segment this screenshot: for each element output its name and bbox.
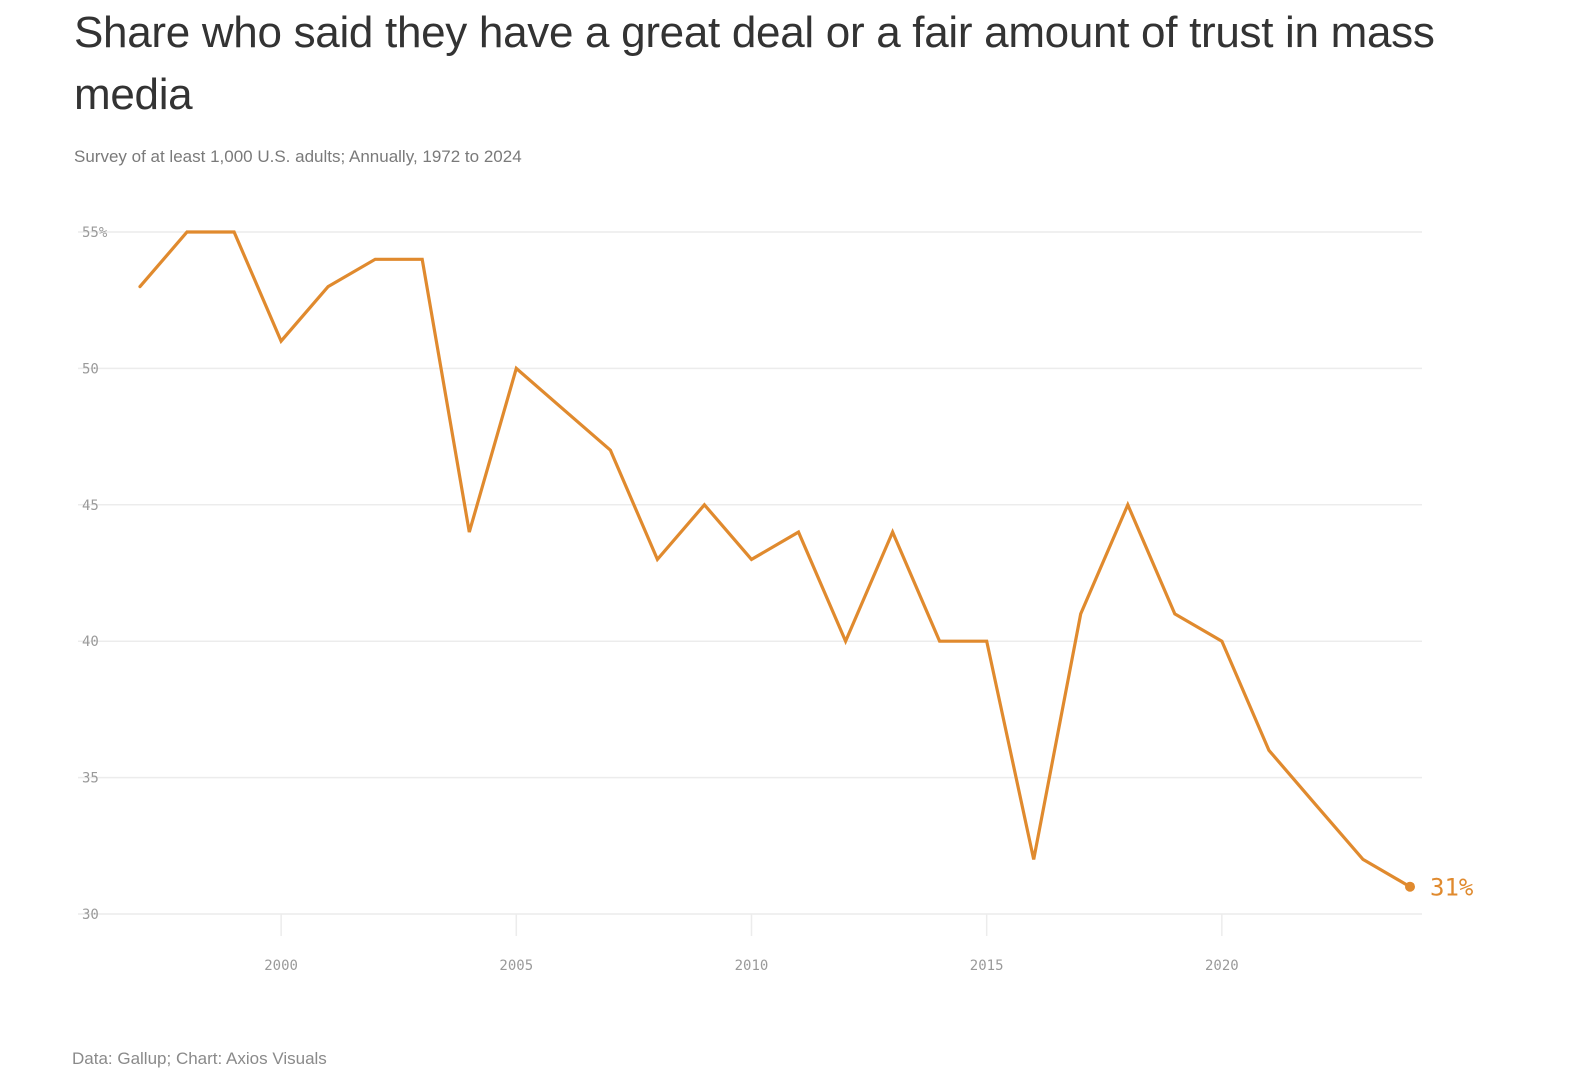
data-point (1173, 612, 1177, 616)
chart-source: Data: Gallup; Chart: Axios Visuals (72, 1049, 327, 1068)
chart-title: Share who said they have a great deal or… (74, 8, 1435, 119)
x-tick-label: 2015 (970, 958, 1004, 974)
data-point (373, 257, 377, 261)
x-tick-label: 2020 (1205, 958, 1239, 974)
data-point (185, 230, 189, 234)
y-axis: 30 35 40 45 50 55% (82, 225, 108, 923)
x-tick-label: 2005 (499, 958, 533, 974)
y-tick-label: 55% (82, 225, 108, 241)
data-point (467, 530, 471, 534)
data-point (1220, 639, 1224, 643)
end-point (1405, 881, 1415, 892)
data-point (749, 557, 753, 561)
series-line (138, 230, 1412, 889)
data-point (420, 257, 424, 261)
series: 31% (138, 230, 1474, 902)
data-point (608, 448, 612, 452)
data-point (232, 230, 236, 234)
x-axis: 2000 2005 2010 2015 2020 (264, 914, 1239, 974)
data-point (138, 285, 142, 289)
y-tick-label: 45 (82, 498, 99, 514)
y-tick-label: 35 (82, 771, 99, 787)
y-tick-label: 50 (82, 361, 99, 377)
data-point (702, 503, 706, 507)
data-point (561, 407, 565, 411)
data-point (844, 639, 848, 643)
x-tick-label: 2010 (735, 958, 769, 974)
y-tick-label: 30 (82, 907, 99, 923)
data-point (1032, 857, 1036, 861)
y-tick-label: 40 (82, 634, 99, 650)
data-point (797, 530, 801, 534)
data-point (326, 285, 330, 289)
data-point (1361, 857, 1365, 861)
gridlines (78, 231, 1422, 915)
data-point (279, 339, 283, 343)
data-point (1126, 503, 1130, 507)
data-point (938, 639, 942, 643)
data-point (891, 530, 895, 534)
data-point (655, 557, 659, 561)
data-point (985, 639, 989, 643)
end-value-label: 31% (1430, 874, 1474, 902)
line-chart: 2000 2005 2010 2015 2020 30 35 40 45 50 55% 31% (78, 225, 1474, 974)
data-point (514, 366, 518, 370)
data-point (1267, 748, 1271, 752)
chart-subtitle: Survey of at least 1,000 U.S. adults; An… (74, 147, 522, 166)
x-tick-label: 2000 (264, 958, 298, 974)
data-point (1079, 612, 1083, 616)
data-point (1314, 803, 1318, 807)
